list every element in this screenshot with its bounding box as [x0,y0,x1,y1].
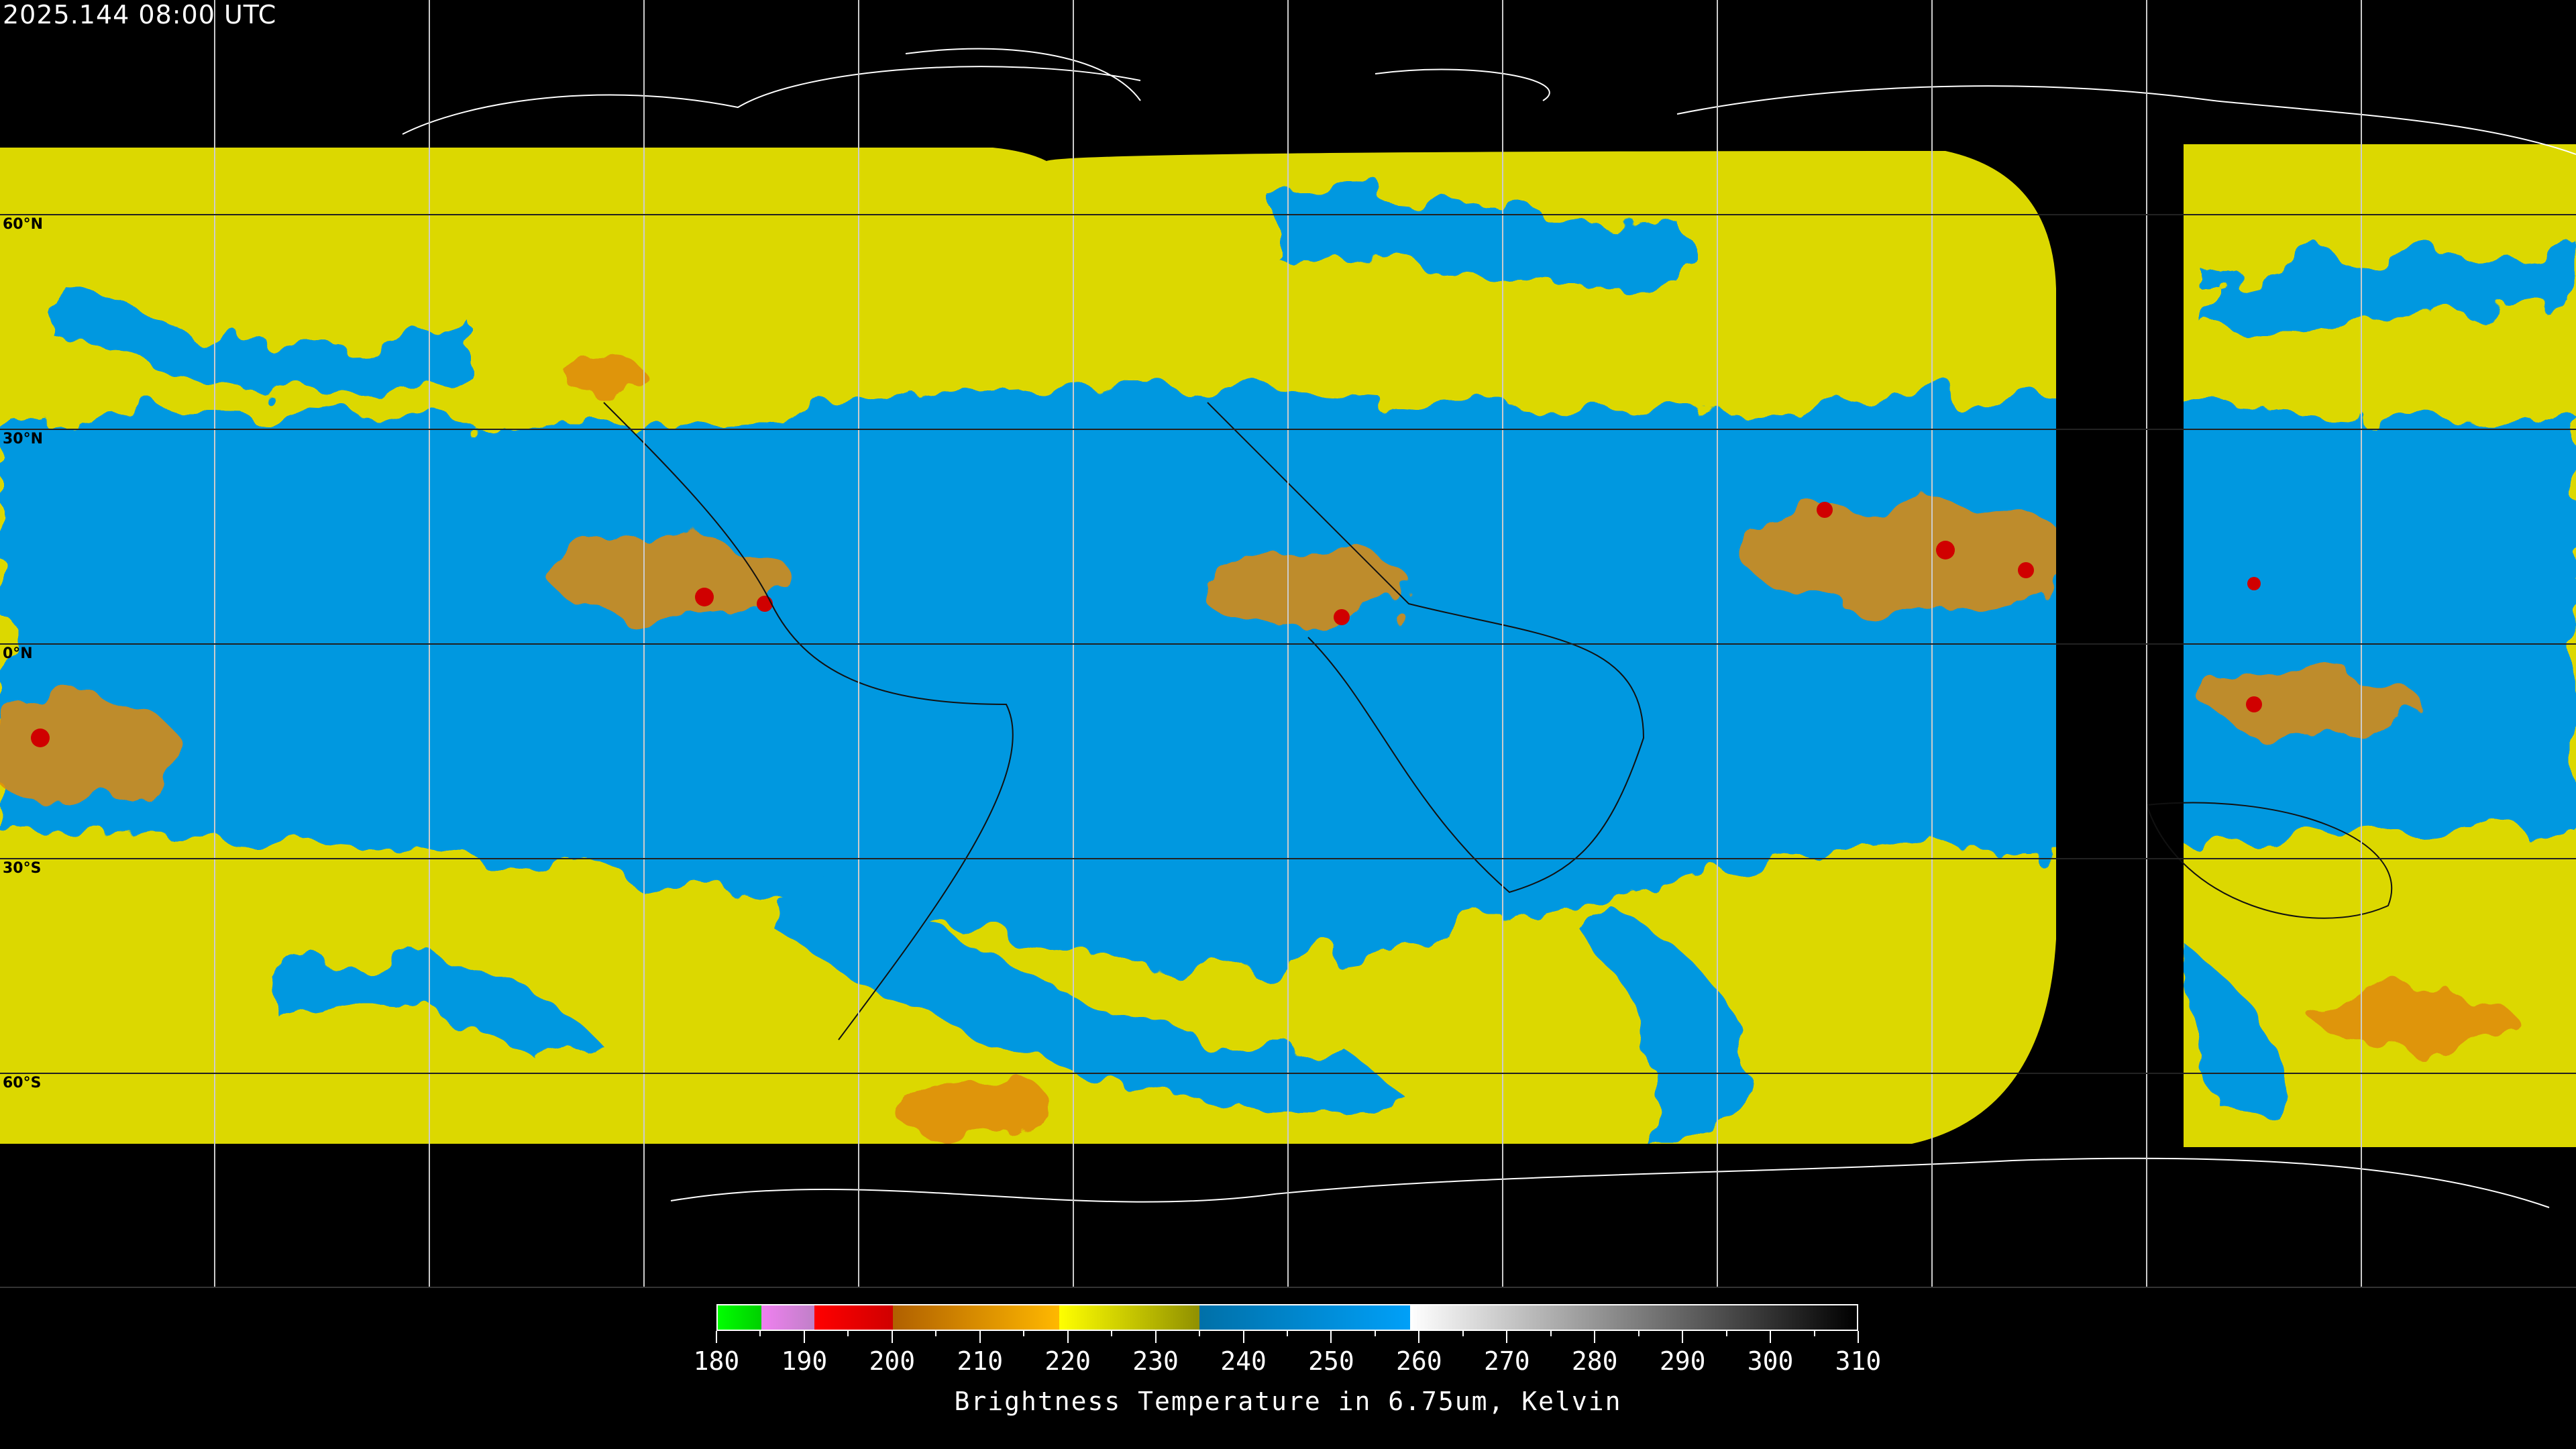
colorbar-segment [1409,1305,1857,1330]
colorbar-tick-label: 310 [1835,1346,1882,1376]
colorbar-tick [1770,1331,1772,1343]
colorbar-tick [1682,1331,1684,1343]
colorbar-tick [1813,1331,1815,1336]
colorbar-tick [1725,1331,1727,1336]
colorbar-tick [803,1331,805,1343]
colorbar-tick [1594,1331,1596,1343]
colorbar-tick [1330,1331,1332,1343]
colorbar-tick [1506,1331,1508,1343]
colorbar-tick-label: 240 [1220,1346,1267,1376]
colorbar-tick [1199,1331,1201,1336]
lat-label-60n: 60°N [3,216,44,233]
colorbar-tick-label: 260 [1396,1346,1442,1376]
latitude-lines [0,214,2576,1074]
colorbar-tick [1242,1331,1244,1343]
land-outlines [603,402,2393,1040]
colorbar-tick [1023,1331,1025,1336]
colorbar-tick [1462,1331,1464,1336]
colorbar-tick [1067,1331,1069,1343]
lat-label-30s: 30°S [3,860,42,877]
colorbar-tick [759,1331,761,1336]
colorbar-tick-label: 220 [1044,1346,1091,1376]
colorbar-tick [979,1331,981,1343]
colorbar-tick-label: 230 [1132,1346,1179,1376]
colorbar-tick-label: 200 [869,1346,916,1376]
colorbar-tick [1550,1331,1552,1336]
colorbar-tick [716,1331,717,1343]
colorbar-segment [1059,1305,1200,1330]
colorbar-segment [893,1305,1060,1330]
lat-label-0n: 0°N [3,645,33,662]
lat-label-60s: 60°S [3,1075,42,1091]
colorbar-tick [935,1331,937,1336]
colorbar-tick [1111,1331,1113,1336]
colorbar-ticks [716,1331,1859,1344]
coastlines [402,48,2576,1208]
colorbar [716,1304,1858,1331]
map-border [0,1287,2576,1288]
colorbar-tick [847,1331,849,1336]
colorbar-segment [718,1305,762,1330]
colorbar-tick-label: 190 [781,1346,828,1376]
colorbar-tick-label: 180 [693,1346,740,1376]
timestamp-label: 2025.144 08:00 UTC [3,0,277,30]
colorbar-segment [1199,1305,1410,1330]
colorbar-tick-label: 270 [1483,1346,1530,1376]
colorbar-tick-label: 280 [1571,1346,1618,1376]
colorbar-tick [891,1331,893,1343]
colorbar-tick-label: 300 [1747,1346,1794,1376]
colorbar-tick [1287,1331,1288,1336]
colorbar-tick [1418,1331,1420,1343]
colorbar-title: Brightness Temperature in 6.75um, Kelvin [954,1387,1622,1416]
colorbar-tick [1155,1331,1157,1343]
lat-label-30n: 30°N [3,431,44,447]
colorbar-tick-label: 210 [957,1346,1004,1376]
colorbar-tick [1374,1331,1376,1336]
colorbar-tick-label: 250 [1308,1346,1354,1376]
colorbar-tick [1858,1331,1859,1343]
water-vapor-map [0,0,2576,1288]
colorbar-segment [761,1305,814,1330]
colorbar-segment [814,1305,894,1330]
colorbar-tick-label: 290 [1659,1346,1706,1376]
colorbar-tick [1638,1331,1640,1336]
